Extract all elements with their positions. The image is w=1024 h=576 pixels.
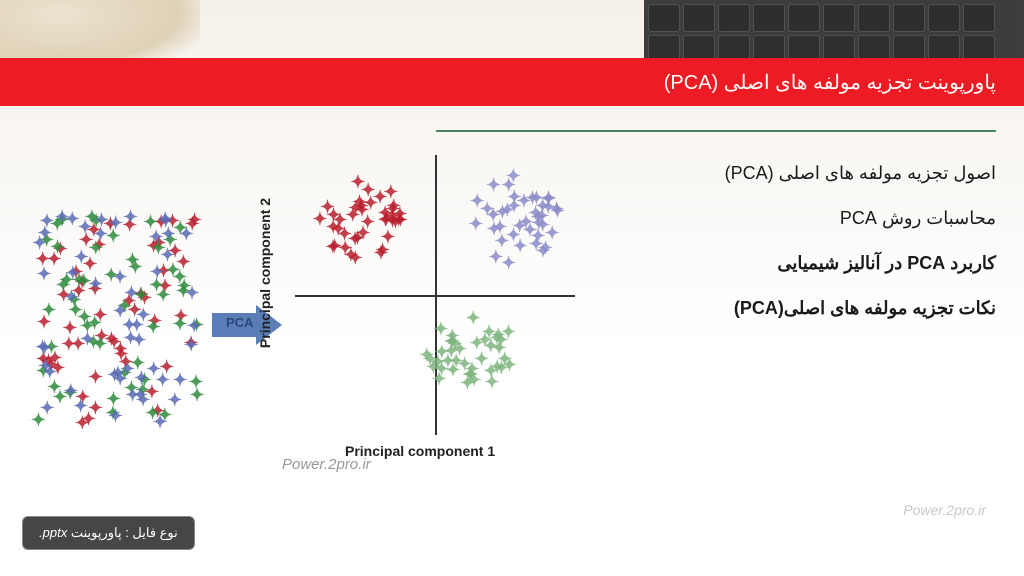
filetype-prefix: نوع فایل : پاورپوینت [67, 525, 178, 540]
pca-chart: ✦✦✦✦✦✦✦✦✦✦✦✦✦✦✦✦✦✦✦✦✦✦✦✦✦✦✦✦✦✦✦✦✦✦✦✦✦✦✦✦… [20, 155, 580, 485]
scatter-after: Principal component 2 Principal componen… [295, 155, 575, 465]
watermark-side: Power.2pro.ir [903, 502, 986, 518]
topic-item: کاربرد PCA در آنالیز شیمیایی [576, 250, 996, 277]
topic-item: نکات تجزیه مولفه های اصلی(PCA) [576, 295, 996, 322]
topic-item: محاسبات روش PCA [576, 205, 996, 232]
section-divider [436, 130, 996, 132]
axis-y-label: Principal component 2 [257, 173, 273, 373]
title-text: پاورپوینت تجزیه مولفه های اصلی (PCA) [664, 70, 996, 95]
filetype-ext: pptx. [39, 525, 67, 540]
topic-item: اصول تجزیه مولفه های اصلی (PCA) [576, 160, 996, 187]
scatter-before: ✦✦✦✦✦✦✦✦✦✦✦✦✦✦✦✦✦✦✦✦✦✦✦✦✦✦✦✦✦✦✦✦✦✦✦✦✦✦✦✦… [20, 195, 210, 435]
filetype-badge: نوع فایل : پاورپوینت pptx. [22, 516, 195, 550]
axis-x [295, 295, 575, 297]
watermark-main: Power.2pro.ir [282, 456, 371, 473]
arrow-label: PCA [226, 315, 253, 330]
topic-list: اصول تجزیه مولفه های اصلی (PCA) محاسبات … [576, 160, 996, 340]
title-bar: پاورپوینت تجزیه مولفه های اصلی (PCA) [0, 58, 1024, 106]
